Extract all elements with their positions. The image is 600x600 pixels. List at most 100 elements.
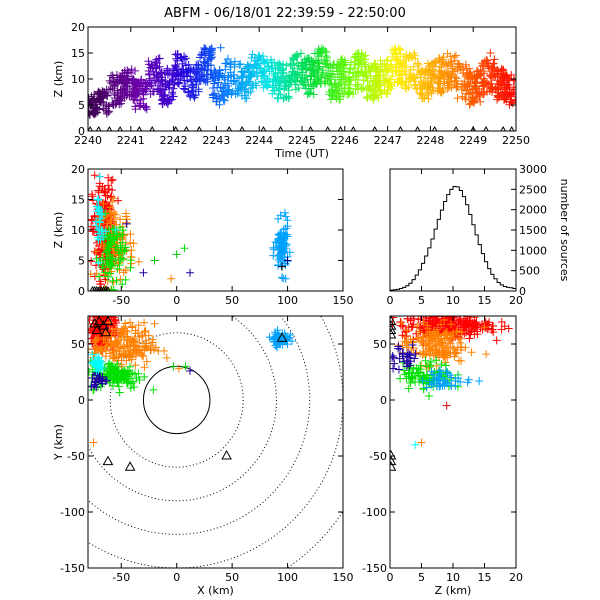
y-tick-label: 500 [519, 265, 540, 278]
source-point [359, 83, 368, 92]
source-point [119, 268, 128, 277]
source-point [121, 275, 130, 284]
source-point [283, 256, 292, 265]
source-point [122, 219, 131, 228]
source-point [214, 78, 223, 87]
source-point [460, 80, 469, 89]
source-point [365, 82, 374, 91]
source-point [216, 83, 225, 92]
source-point [444, 58, 453, 67]
source-point [363, 77, 372, 86]
source-point [227, 76, 236, 85]
source-point [457, 342, 466, 351]
source-point [123, 332, 132, 341]
source-point [480, 77, 489, 86]
source-point [129, 74, 138, 83]
source-point [277, 249, 286, 258]
source-point [321, 60, 330, 69]
source-point [322, 53, 331, 62]
source-point [104, 85, 113, 94]
source-point [94, 258, 103, 267]
source-point [472, 66, 481, 75]
source-point [140, 103, 149, 112]
source-point [278, 248, 287, 257]
source-point [118, 238, 127, 247]
source-point [500, 95, 509, 104]
source-point [247, 67, 256, 76]
source-point [447, 320, 456, 329]
x-tick-label: 2242 [160, 134, 188, 147]
source-point [320, 55, 329, 64]
y-tick-label: 0 [78, 394, 85, 407]
source-point [126, 238, 135, 247]
x-tick-label: 5 [418, 294, 425, 307]
source-point [334, 89, 343, 98]
source-point [275, 61, 284, 70]
station-marker [89, 317, 101, 328]
source-point [113, 264, 122, 273]
source-point [241, 94, 250, 103]
source-point [426, 328, 435, 337]
y-tick-label: 50 [373, 338, 387, 351]
y-tick-label: -50 [67, 450, 85, 463]
source-point [471, 83, 480, 92]
source-point [102, 376, 111, 385]
source-point [436, 380, 445, 389]
source-point [91, 98, 100, 107]
source-point [229, 77, 238, 86]
source-point [108, 197, 117, 206]
source-point [122, 218, 131, 227]
source-point [405, 350, 414, 359]
source-point [209, 74, 218, 83]
source-point [422, 383, 431, 392]
x-tick-label: 100 [277, 294, 298, 307]
source-point [399, 302, 407, 310]
source-point [115, 249, 124, 258]
source-point [96, 277, 105, 286]
source-point [106, 269, 115, 278]
source-point [424, 340, 433, 349]
source-point [123, 378, 132, 387]
source-point [187, 75, 196, 84]
source-point [228, 87, 237, 96]
source-point [291, 70, 300, 79]
y-axis-label: number of sources [558, 179, 571, 282]
source-point [405, 72, 414, 81]
source-point [267, 55, 276, 64]
source-point [174, 70, 183, 79]
source-point [142, 339, 151, 348]
source-point [269, 251, 278, 260]
source-point [109, 194, 118, 203]
source-point [479, 67, 488, 76]
z-y-panel: 0 5 10 15 20 -150 -100 -50 0 50 Z (km) [362, 302, 523, 597]
source-point [433, 87, 442, 96]
source-point [451, 376, 460, 385]
source-point [274, 255, 283, 264]
source-point [407, 372, 416, 381]
plot-area [88, 171, 294, 291]
range-ring [88, 316, 311, 535]
source-point [169, 362, 178, 371]
source-point [96, 214, 105, 223]
source-point [394, 344, 403, 353]
source-point [418, 376, 427, 385]
source-point [167, 274, 176, 283]
y-tick-label: -100 [60, 506, 85, 519]
source-point [116, 255, 125, 264]
source-point [401, 370, 410, 379]
source-point [353, 82, 362, 91]
source-point [457, 328, 466, 337]
source-point [107, 192, 116, 201]
source-point [163, 70, 172, 79]
source-point [110, 81, 119, 90]
source-point [398, 62, 407, 71]
source-point [478, 307, 486, 315]
source-point [115, 388, 124, 397]
source-point [210, 79, 219, 88]
x-tick-label: 0 [173, 571, 180, 584]
x-tick-label: 10 [446, 571, 460, 584]
source-point [493, 95, 502, 104]
source-point [273, 68, 282, 77]
source-point [370, 90, 379, 99]
source-point [134, 257, 143, 266]
